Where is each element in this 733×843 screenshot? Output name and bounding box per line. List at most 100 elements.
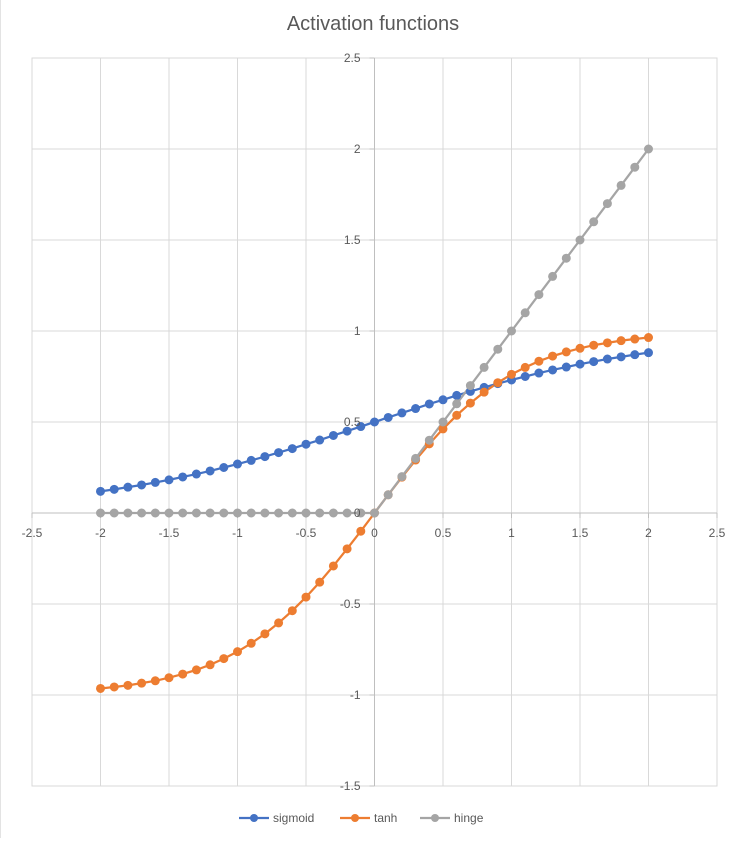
- data-point-tanh: [233, 647, 242, 657]
- data-point-hinge: [178, 508, 188, 518]
- x-tick-label: 0: [371, 526, 378, 540]
- legend-item-hinge: hinge: [420, 811, 484, 825]
- data-point-hinge: [561, 253, 571, 263]
- data-point-tanh: [178, 669, 188, 679]
- legend-swatch-marker: [431, 814, 439, 822]
- data-point-hinge: [109, 508, 119, 518]
- data-point-sigmoid: [561, 362, 571, 372]
- data-point-tanh: [287, 606, 297, 616]
- data-point-hinge: [137, 508, 147, 518]
- x-tick-label: -2: [95, 526, 106, 540]
- data-point-sigmoid: [356, 422, 366, 432]
- data-point-sigmoid: [452, 390, 462, 400]
- data-point-sigmoid: [233, 459, 242, 469]
- data-point-tanh: [315, 577, 325, 587]
- y-tick-label: -0.5: [340, 597, 361, 611]
- data-point-sigmoid: [191, 469, 201, 479]
- data-point-sigmoid: [575, 359, 585, 369]
- data-point-tanh: [246, 638, 256, 648]
- legend-label: tanh: [374, 811, 397, 825]
- data-point-sigmoid: [137, 480, 147, 490]
- data-point-hinge: [356, 508, 366, 518]
- x-tick-label: 1.5: [572, 526, 589, 540]
- data-point-hinge: [219, 508, 229, 518]
- data-point-tanh: [301, 592, 311, 602]
- data-point-tanh: [602, 338, 612, 348]
- x-tick-label: -0.5: [296, 526, 317, 540]
- legend-swatch-marker: [351, 814, 359, 822]
- data-point-sigmoid: [219, 463, 229, 472]
- data-point-sigmoid: [534, 368, 544, 378]
- data-point-hinge: [342, 508, 352, 518]
- data-point-tanh: [109, 682, 119, 692]
- data-point-sigmoid: [548, 365, 558, 375]
- series-group: [96, 144, 653, 693]
- data-point-tanh: [548, 351, 558, 361]
- x-tick-label: -2.5: [22, 526, 43, 540]
- left-edge-divider: [0, 0, 1, 838]
- data-point-hinge: [233, 508, 242, 518]
- data-point-tanh: [164, 673, 174, 683]
- x-tick-label: -1: [232, 526, 243, 540]
- data-point-sigmoid: [301, 439, 311, 449]
- data-point-hinge: [616, 180, 626, 190]
- data-point-tanh: [191, 665, 201, 675]
- data-point-hinge: [575, 235, 585, 245]
- data-point-tanh: [137, 678, 147, 688]
- data-point-tanh: [561, 347, 571, 357]
- data-point-tanh: [644, 333, 653, 343]
- data-point-hinge: [411, 453, 421, 463]
- legend-swatch-marker: [250, 814, 258, 822]
- data-point-tanh: [534, 356, 544, 366]
- data-point-tanh: [589, 340, 599, 350]
- y-tick-label: 1: [354, 324, 361, 338]
- data-point-tanh: [630, 334, 640, 344]
- data-point-hinge: [370, 508, 379, 518]
- legend-item-tanh: tanh: [340, 811, 397, 825]
- data-point-tanh: [260, 629, 270, 639]
- x-tick-label: 0.5: [435, 526, 452, 540]
- data-point-hinge: [424, 435, 434, 445]
- data-point-sigmoid: [246, 455, 256, 465]
- data-point-tanh: [493, 378, 503, 388]
- data-point-hinge: [520, 308, 530, 318]
- data-point-sigmoid: [438, 395, 448, 405]
- data-point-tanh: [342, 544, 352, 554]
- data-point-sigmoid: [342, 426, 352, 436]
- tick-labels: -2.5 -2 -1.5 -1 -0.5 0 0.5 1 1.5 2 2.5 -1.5 -1 -0.5 0 0…: [22, 51, 726, 793]
- data-point-sigmoid: [109, 484, 119, 494]
- y-tick-label: 0: [354, 506, 361, 520]
- chart-title: Activation functions: [287, 13, 459, 35]
- data-point-tanh: [205, 660, 215, 670]
- data-point-sigmoid: [520, 372, 530, 381]
- y-tick-label: 2: [354, 142, 361, 156]
- legend-item-sigmoid: sigmoid: [239, 811, 314, 825]
- data-point-hinge: [123, 508, 133, 518]
- data-point-sigmoid: [589, 357, 599, 367]
- data-point-sigmoid: [150, 477, 160, 487]
- legend: sigmoid tanh hinge: [239, 811, 484, 825]
- data-point-hinge: [479, 362, 489, 372]
- data-point-sigmoid: [411, 404, 421, 414]
- data-point-hinge: [644, 144, 653, 154]
- data-point-hinge: [397, 472, 407, 482]
- data-point-tanh: [520, 362, 530, 372]
- data-point-tanh: [123, 680, 133, 690]
- data-point-tanh: [479, 387, 489, 397]
- data-point-hinge: [246, 508, 256, 518]
- data-point-sigmoid: [328, 430, 338, 440]
- data-point-hinge: [534, 290, 544, 300]
- data-point-sigmoid: [205, 466, 215, 476]
- data-point-sigmoid: [96, 486, 105, 496]
- y-tick-label: -1: [350, 688, 361, 702]
- data-point-hinge: [548, 271, 558, 281]
- data-point-sigmoid: [315, 435, 325, 445]
- data-point-hinge: [274, 508, 284, 518]
- data-point-hinge: [301, 508, 311, 518]
- data-point-hinge: [630, 162, 640, 172]
- data-point-hinge: [315, 508, 325, 518]
- data-point-sigmoid: [123, 482, 133, 492]
- data-point-sigmoid: [260, 452, 270, 462]
